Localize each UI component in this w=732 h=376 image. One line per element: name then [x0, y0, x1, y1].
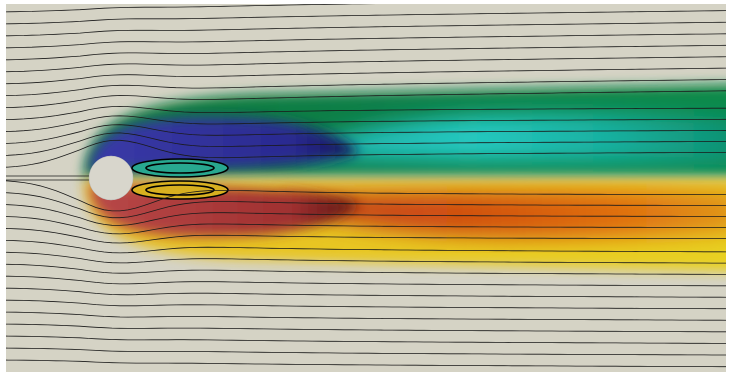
streamline: [6, 124, 726, 144]
streamline: [6, 139, 726, 168]
upper-core: [300, 113, 726, 165]
streamline: [6, 10, 726, 25]
streamline: [6, 359, 726, 368]
streamline: [6, 21, 726, 37]
streamline: [6, 33, 726, 49]
streamline: [6, 132, 726, 156]
streamline: [6, 67, 726, 85]
streamline: [6, 192, 726, 219]
streamline: [6, 105, 726, 121]
streamlines: [6, 4, 726, 368]
streamline: [6, 263, 726, 275]
streamline: [6, 79, 726, 97]
streamline: [6, 275, 726, 287]
streamline: [6, 56, 726, 73]
streamline: [6, 335, 726, 344]
streamline: [6, 204, 726, 226]
streamline: [6, 90, 726, 109]
streamline: [6, 287, 726, 298]
eddies: [131, 158, 229, 200]
streamline: [6, 228, 726, 244]
streamline: [6, 180, 726, 212]
streamline: [6, 4, 377, 13]
streamline: [6, 311, 726, 321]
streamline: [6, 44, 726, 61]
streamline: [6, 239, 726, 254]
cylinder: [88, 155, 134, 201]
streamline: [6, 251, 726, 264]
streamline: [6, 347, 726, 356]
streamline: [6, 299, 726, 310]
upper-vortex: [90, 117, 360, 172]
streamline: [6, 323, 726, 333]
streamline: [6, 216, 726, 235]
streamline: [6, 115, 726, 132]
